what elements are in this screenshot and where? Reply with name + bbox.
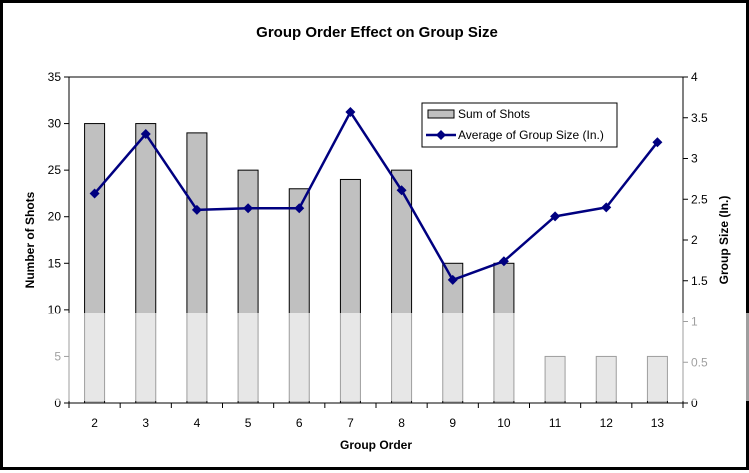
x-axis-title: Group Order: [340, 438, 412, 452]
y-tick-label: 35: [48, 70, 62, 84]
x-tick-label: 8: [398, 416, 405, 430]
line-point: [601, 202, 612, 213]
x-tick-label: 11: [549, 416, 562, 430]
y-tick-label: 0: [54, 396, 61, 410]
y-tick-label: 30: [48, 117, 62, 131]
legend-bar-swatch: [427, 109, 455, 119]
y2-tick-label: 4: [691, 70, 698, 84]
x-tick-label: 7: [347, 416, 354, 430]
x-tick-label: 3: [142, 416, 149, 430]
y2-axis-title: Group Size (In.): [717, 196, 731, 285]
x-tick-label: 10: [497, 416, 511, 430]
legend-line-marker: [436, 130, 446, 140]
line-point: [89, 188, 100, 199]
x-tick-label: 5: [245, 416, 252, 430]
y2-tick-label: 3: [691, 152, 698, 166]
chart: Group Order Effect on Group Size 0 5 10 15 2…: [3, 24, 749, 452]
x-tick-label: 6: [296, 416, 303, 430]
watermark-overlay: [3, 313, 749, 401]
line-point: [140, 129, 151, 140]
y-axis-title: Number of Shots: [23, 191, 37, 288]
y2-tick-label: 3.5: [691, 111, 708, 125]
x-axis-ticks: 2 3 4 5 6 7 8 9 10 11 12 13: [68, 403, 684, 430]
y-tick-label: 20: [48, 210, 62, 224]
line-point: [191, 204, 202, 215]
line-point: [652, 137, 663, 148]
y-tick-label: 25: [48, 163, 62, 177]
legend: Sum of Shots Average of Group Size (In.): [421, 102, 618, 148]
x-tick-label: 13: [651, 416, 665, 430]
line-point: [294, 203, 305, 214]
y-tick-label: 15: [48, 256, 62, 270]
y2-tick-label: 2: [691, 233, 698, 247]
y2-tick-label: 2.5: [691, 192, 708, 206]
x-tick-label: 9: [449, 416, 456, 430]
y2-tick-label: 1.5: [691, 274, 708, 288]
x-tick-label: 4: [194, 416, 201, 430]
line-path: [93, 110, 659, 282]
line-point: [345, 107, 356, 118]
line-point: [396, 185, 407, 196]
x-tick-label: 2: [91, 416, 98, 430]
line-point: [447, 274, 458, 285]
line-series: [89, 107, 663, 285]
chart-title: Group Order Effect on Group Size: [256, 24, 498, 41]
line-point: [243, 203, 254, 214]
line-point: [498, 256, 509, 267]
legend-bar-label: Sum of Shots: [458, 107, 530, 121]
line-point: [550, 211, 561, 222]
y2-tick-label: 0: [691, 396, 698, 410]
x-tick-label: 12: [600, 416, 614, 430]
legend-line-label: Average of Group Size (In.): [458, 128, 604, 142]
